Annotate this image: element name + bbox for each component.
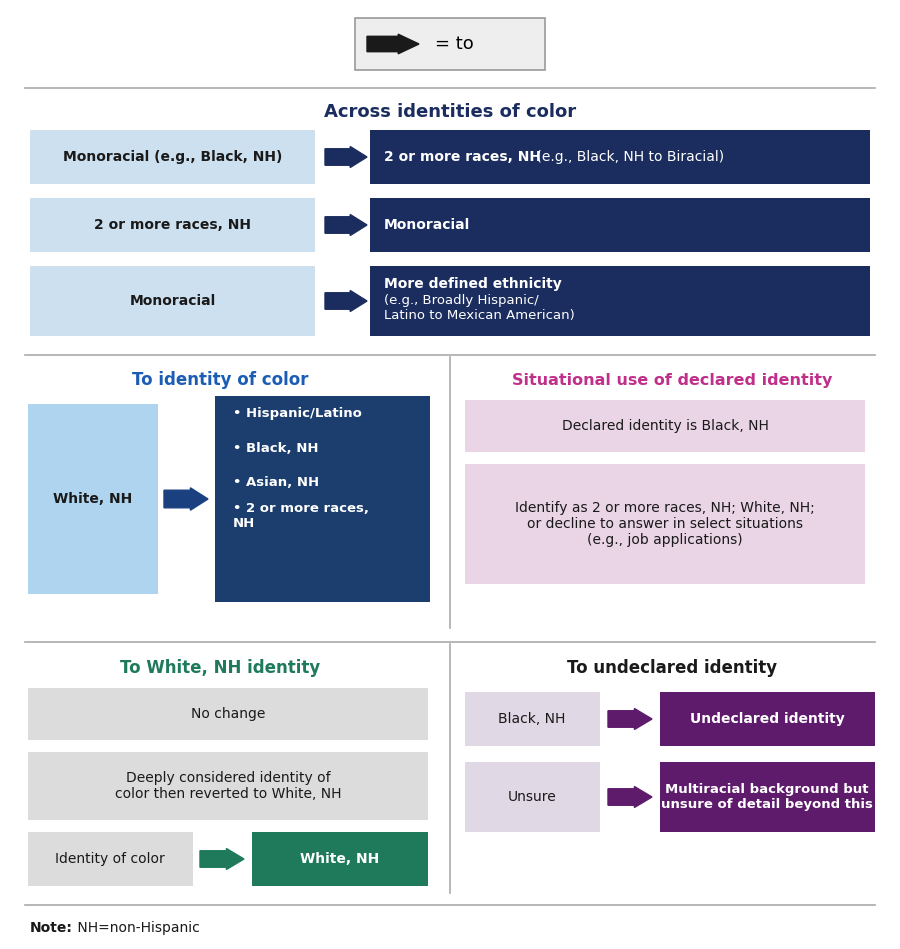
Text: • Hispanic/Latino: • Hispanic/Latino: [233, 407, 362, 420]
Text: To undeclared identity: To undeclared identity: [567, 659, 777, 677]
Text: • 2 or more races,
NH: • 2 or more races, NH: [233, 502, 369, 530]
Text: Situational use of declared identity: Situational use of declared identity: [512, 373, 832, 387]
Text: Monoracial: Monoracial: [384, 218, 470, 232]
Bar: [370, 266, 870, 336]
Text: 2 or more races, NH: 2 or more races, NH: [94, 218, 251, 232]
Text: Unsure: Unsure: [508, 790, 556, 804]
Bar: [28, 404, 158, 594]
Bar: [252, 832, 428, 886]
FancyArrow shape: [325, 290, 367, 311]
Text: To identity of color: To identity of color: [131, 371, 308, 389]
Text: 2 or more races, NH: 2 or more races, NH: [384, 150, 541, 164]
Bar: [660, 762, 875, 832]
Text: White, NH: White, NH: [53, 492, 132, 506]
Text: Identify as 2 or more races, NH; White, NH;
or decline to answer in select situa: Identify as 2 or more races, NH; White, …: [515, 501, 814, 548]
Bar: [465, 464, 865, 584]
Text: Undeclared identity: Undeclared identity: [689, 712, 844, 726]
FancyArrow shape: [164, 488, 208, 511]
Text: Monoracial: Monoracial: [130, 294, 216, 308]
Bar: [215, 396, 430, 602]
Bar: [660, 692, 875, 746]
Bar: [355, 18, 545, 70]
Bar: [370, 198, 870, 252]
Text: No change: No change: [191, 707, 266, 721]
Text: • Black, NH: • Black, NH: [233, 441, 319, 455]
FancyArrow shape: [325, 146, 367, 168]
FancyArrow shape: [608, 787, 652, 808]
Text: • Asian, NH: • Asian, NH: [233, 475, 320, 489]
Text: Note:: Note:: [30, 921, 73, 935]
Text: White, NH: White, NH: [301, 852, 380, 866]
Text: Identity of color: Identity of color: [55, 852, 165, 866]
Bar: [465, 762, 600, 832]
Bar: [465, 400, 865, 452]
Text: To White, NH identity: To White, NH identity: [120, 659, 320, 677]
Bar: [370, 130, 870, 184]
FancyArrow shape: [608, 709, 652, 730]
Text: Multiracial background but
unsure of detail beyond this: Multiracial background but unsure of det…: [662, 783, 873, 811]
Text: More defined ethnicity: More defined ethnicity: [384, 277, 562, 291]
FancyArrow shape: [200, 848, 244, 869]
Bar: [465, 692, 600, 746]
Text: NH=non-Hispanic: NH=non-Hispanic: [73, 921, 200, 935]
Text: Across identities of color: Across identities of color: [324, 103, 576, 121]
Text: = to: = to: [435, 35, 473, 53]
Text: (e.g., Black, NH to Biracial): (e.g., Black, NH to Biracial): [532, 150, 724, 164]
Text: Monoracial (e.g., Black, NH): Monoracial (e.g., Black, NH): [63, 150, 283, 164]
Bar: [30, 130, 315, 184]
Text: Black, NH: Black, NH: [499, 712, 566, 726]
Bar: [28, 752, 428, 820]
Text: (e.g., Broadly Hispanic/
Latino to Mexican American): (e.g., Broadly Hispanic/ Latino to Mexic…: [384, 294, 575, 322]
Bar: [30, 198, 315, 252]
FancyArrow shape: [325, 214, 367, 235]
Text: Declared identity is Black, NH: Declared identity is Black, NH: [562, 419, 769, 433]
Bar: [28, 688, 428, 740]
Text: Deeply considered identity of
color then reverted to White, NH: Deeply considered identity of color then…: [115, 771, 341, 801]
Bar: [28, 832, 193, 886]
FancyArrow shape: [367, 34, 419, 54]
Bar: [30, 266, 315, 336]
